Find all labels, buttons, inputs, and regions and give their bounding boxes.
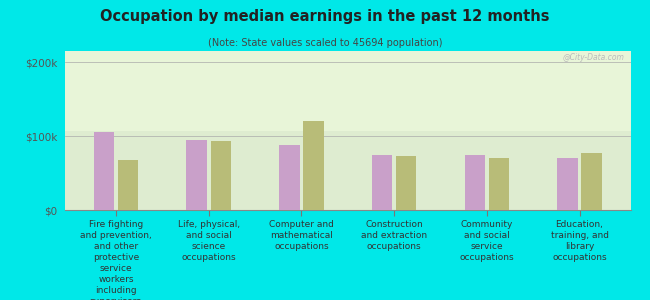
Bar	[94, 132, 114, 210]
Bar	[118, 160, 138, 210]
Bar	[581, 153, 602, 210]
Text: @City-Data.com: @City-Data.com	[563, 52, 625, 62]
Bar	[372, 154, 392, 210]
Bar	[557, 158, 578, 210]
Bar	[489, 158, 509, 210]
Bar	[396, 156, 417, 210]
Bar	[465, 155, 485, 210]
Bar	[211, 141, 231, 210]
Text: (Note: State values scaled to 45694 population): (Note: State values scaled to 45694 popu…	[208, 38, 442, 47]
Bar	[279, 145, 300, 210]
Bar	[187, 140, 207, 210]
Bar	[304, 121, 324, 210]
Text: Occupation by median earnings in the past 12 months: Occupation by median earnings in the pas…	[100, 9, 550, 24]
